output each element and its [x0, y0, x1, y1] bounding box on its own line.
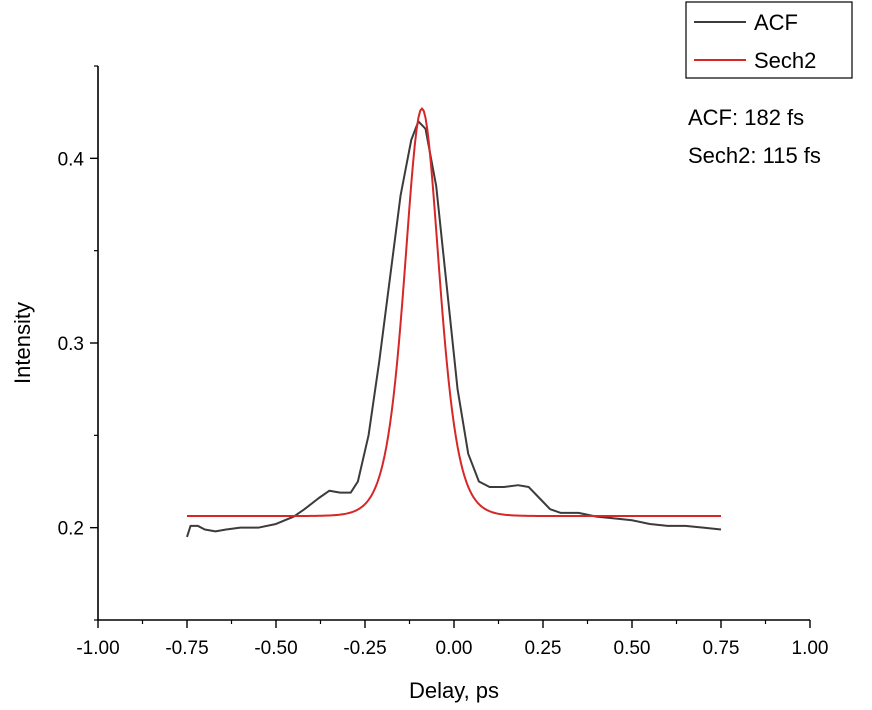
x-tick-label: 0.75: [703, 638, 740, 659]
y-tick-label: 0.3: [58, 334, 84, 355]
y-tick-label: 0.4: [58, 149, 85, 170]
annotation-sech2-width: Sech2: 115 fs: [688, 143, 821, 168]
x-tick-label: 0.25: [525, 638, 562, 659]
x-tick-label: -1.00: [76, 638, 119, 659]
series-layer: [186, 107, 722, 538]
series-acf-line: [186, 120, 722, 538]
legend-box: [685, 1, 853, 79]
legend: ACF Sech2: [685, 1, 853, 79]
x-tick-label: 1.00: [792, 638, 829, 659]
x-tick-label: 0.00: [436, 638, 473, 659]
x-tick-label: -0.50: [254, 638, 297, 659]
x-axis-label: Delay, ps: [409, 678, 499, 703]
x-tick-label: -0.75: [165, 638, 208, 659]
y-tick-label: 0.2: [58, 519, 84, 540]
x-tick-label: -0.25: [343, 638, 386, 659]
annotation-acf-width: ACF: 182 fs: [688, 105, 804, 130]
y-axis-label: Intensity: [10, 302, 35, 384]
legend-label-sech2: Sech2: [754, 48, 816, 73]
x-tick-label: 0.50: [614, 638, 651, 659]
x-ticks: -1.00 -0.75 -0.50 -0.25 0.00 0.25 0.50 0.75 1.00: [76, 620, 828, 659]
y-ticks: 0.2 0.3 0.4: [58, 65, 98, 621]
series-sech2-line: [187, 107, 721, 518]
legend-label-acf: ACF: [754, 10, 798, 35]
